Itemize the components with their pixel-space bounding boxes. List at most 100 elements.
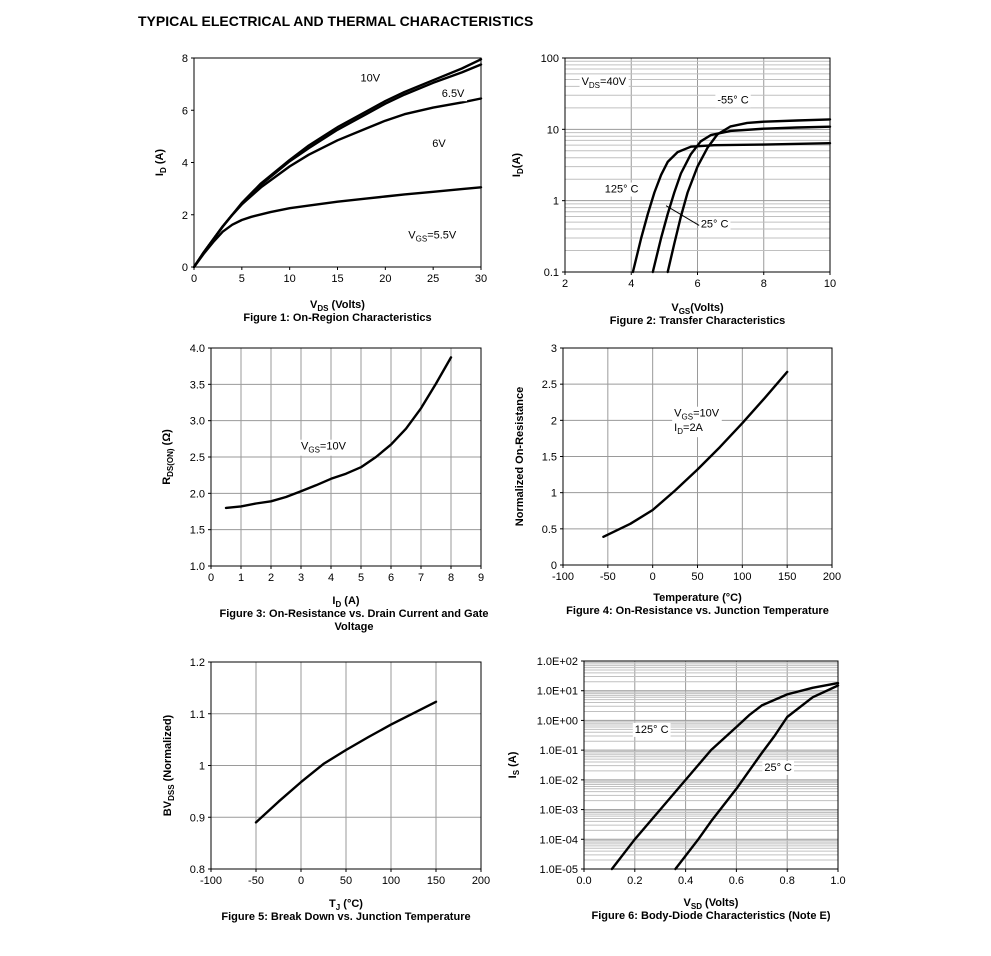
fig3-y-tick-label: 3.0 [190,416,205,428]
fig6-x-tick-label: 1.0 [830,875,845,887]
fig3-x-tick-label: 2 [268,572,274,584]
fig4-y-tick-label: 1.5 [542,452,557,464]
fig1-annotation-bg [406,228,459,245]
fig5-x-tick-label: -50 [248,875,264,887]
fig3-y-tick-label: 3.5 [190,379,205,391]
fig2-y-tick-label: 1 [553,196,559,208]
fig3-x-tick-label: 0 [208,572,214,584]
fig5-y-tick-label: 1.1 [190,709,205,721]
fig3-x-axis-label: ID (A) [332,595,360,609]
fig4-x-axis-label: Temperature (°C) [653,592,742,604]
fig5-y-axis-label: BVDSS (Normalized) [162,714,176,816]
fig6-y-tick-label: 1.0E-01 [539,745,578,757]
fig3-y-tick-label: 1.0 [190,561,205,573]
fig6-annotation-0: 125° C [635,724,669,736]
fig1-x-axis-label: VDS (Volts) [310,299,365,313]
fig1-x-tick-label: 0 [191,273,197,285]
fig2-annotation-0: VDS=40V [582,76,627,90]
fig1-annotation-1: 6.5V [442,88,465,100]
fig6-series-line-0 [610,681,840,871]
fig5-caption: Figure 5: Break Down vs. Junction Temper… [221,911,470,923]
fig1-x-tick-label: 5 [239,273,245,285]
fig4-annotation-0: VGS=10V [674,408,720,422]
fig5-x-tick-label: 150 [427,875,445,887]
fig1-annotation-2: 6V [432,138,446,150]
fig4-annotation-1: ID=2A [674,422,703,436]
fig6-caption: Figure 6: Body-Diode Characteristics (No… [592,910,831,922]
fig1-x-tick-label: 10 [284,273,296,285]
fig3-x-tick-label: 7 [418,572,424,584]
fig5-series-line-0 [254,700,438,824]
fig4-annotation-bg [672,421,706,438]
fig5-y-tick-label: 0.9 [190,812,205,824]
fig5-x-tick-label: 50 [340,875,352,887]
fig3-y-tick-label: 1.5 [190,525,205,537]
fig3-y-tick-label: 2.0 [190,488,205,500]
fig3-x-tick-label: 9 [478,572,484,584]
fig4-annotation-bg [672,406,722,423]
fig1-y-tick-label: 2 [182,210,188,222]
fig4-y-tick-label: 3 [551,343,557,355]
fig1-y-axis-label: ID (A) [154,149,168,177]
fig4-y-tick-label: 1 [551,488,557,500]
fig4-series-line-0 [602,370,789,538]
fig4-y-tick-label: 2.5 [542,379,557,391]
fig1-y-tick-label: 4 [182,158,188,170]
fig1-x-tick-label: 20 [379,273,391,285]
fig6-series-line-1 [674,684,840,871]
fig3-series-line-0 [224,356,453,510]
fig1-y-tick-label: 0 [182,262,188,274]
fig6-y-tick-label: 1.0E-04 [539,834,578,846]
fig6-grid [583,661,839,870]
fig4-x-tick-label: 0 [650,571,656,583]
fig1-series-line-2 [192,97,483,269]
fig3-x-tick-label: 8 [448,572,454,584]
fig4-x-tick-label: -50 [600,571,616,583]
fig4-x-tick-label: 100 [733,571,751,583]
fig2-series-line-2 [631,141,832,274]
fig6-x-tick-label: 0.0 [576,875,591,887]
fig6-annotation-bg [762,760,795,775]
fig5-x-tick-label: -100 [200,875,222,887]
fig6-x-axis-label: VSD (Volts) [684,897,739,911]
fig2-x-tick-label: 10 [824,278,836,290]
fig2-y-axis-label: ID(A) [511,153,525,177]
fig5-y-tick-label: 0.8 [190,864,205,876]
fig4-x-tick-label: 50 [691,571,703,583]
fig3-x-tick-label: 4 [328,572,334,584]
fig1-annotation-3: VGS=5.5V [408,229,457,243]
fig2-annotation-bg [698,217,731,232]
fig2-y-tick-label: 10 [547,124,559,136]
fig4-y-tick-label: 0 [551,560,557,572]
fig4-caption: Figure 4: On-Resistance vs. Junction Tem… [566,605,829,617]
fig2-annotation-bg [602,182,641,197]
fig2-series-line-0 [666,118,832,274]
fig1-x-tick-label: 15 [331,273,343,285]
fig5-y-tick-label: 1.2 [190,657,205,669]
fig3-y-tick-label: 4.0 [190,343,205,355]
fig2-caption: Figure 2: Transfer Characteristics [610,315,785,327]
fig3-annotation-0: VGS=10V [301,441,347,455]
fig1-annotation-0: 10V [360,73,380,85]
fig2-y-tick-label: 100 [541,53,559,65]
fig1-caption: Figure 1: On-Region Characteristics [243,312,431,324]
fig2-chart: 2 4 6 8 10 0.1 1 10 100 VGS(Volts) ID(A) VDS=40V -55… [511,53,836,327]
fig6-annotation-bg [632,722,671,737]
fig3-y-tick-label: 2.5 [190,452,205,464]
fig4-x-tick-label: -100 [552,571,574,583]
fig5-x-axis-label: TJ (°C) [329,898,363,912]
fig2-x-tick-label: 4 [628,278,634,290]
fig5-chart: -100 -50 0 50 100 150 200 0.8 0.9 1 1.1 1.2 TJ (°C) B… [162,657,490,923]
fig2-series-line-1 [651,125,832,274]
fig3-caption: Voltage [335,621,374,633]
fig2-annotation-leader [665,205,700,226]
fig2-annotation-bg [579,74,629,91]
fig6-annotation-1: 25° C [764,762,792,774]
fig6-plot-frame [583,660,839,870]
fig3-x-tick-label: 1 [238,572,244,584]
fig1-annotation-bg [430,136,449,151]
fig3-grid [210,347,482,567]
fig6-x-tick-label: 0.2 [627,875,642,887]
fig3-x-tick-label: 6 [388,572,394,584]
